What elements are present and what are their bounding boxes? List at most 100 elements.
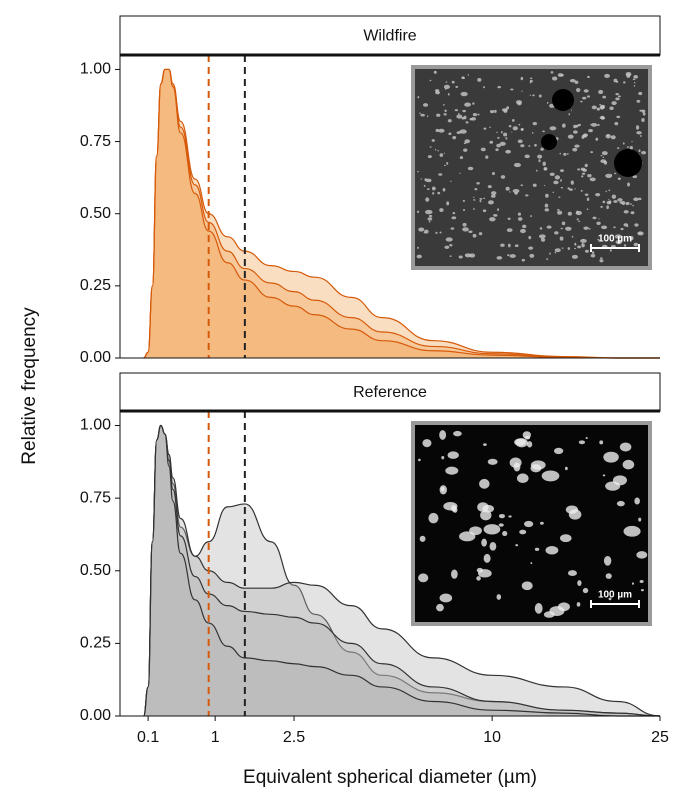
particle <box>517 212 521 216</box>
particle <box>480 510 492 521</box>
particle <box>519 529 527 535</box>
particle <box>603 451 619 463</box>
facet-title: Wildfire <box>363 28 416 45</box>
particle <box>451 216 457 220</box>
particle <box>543 166 548 171</box>
particle <box>491 191 497 196</box>
particle <box>487 200 494 205</box>
particle <box>445 81 448 83</box>
particle <box>554 175 561 180</box>
particle <box>560 73 564 77</box>
particle <box>571 109 572 111</box>
particle <box>560 187 564 189</box>
particle <box>521 258 525 262</box>
particle <box>617 147 620 150</box>
particle <box>619 442 632 452</box>
particle <box>416 210 420 214</box>
particle <box>566 153 569 155</box>
particle <box>433 70 437 74</box>
particle <box>638 197 642 201</box>
particle <box>476 576 481 581</box>
particle <box>462 77 465 80</box>
particle <box>567 211 572 216</box>
particle <box>618 240 622 244</box>
particle <box>438 128 445 133</box>
particle <box>542 161 546 166</box>
x-tick-label: 25 <box>651 729 669 746</box>
particle <box>598 218 600 220</box>
particle <box>545 546 559 555</box>
particle <box>591 105 597 110</box>
x-tick-label: 0.1 <box>137 729 159 746</box>
particle <box>505 137 508 140</box>
particle <box>554 231 559 235</box>
particle <box>483 443 487 447</box>
facet-title: Reference <box>353 384 427 401</box>
particle <box>568 188 573 191</box>
particle <box>472 102 475 105</box>
particle <box>602 474 606 477</box>
particle <box>574 247 577 250</box>
particle <box>636 551 648 559</box>
particle <box>501 108 508 112</box>
y-tick-label: 1.00 <box>80 61 111 78</box>
particle <box>632 175 638 179</box>
particle <box>420 113 425 117</box>
particle <box>586 208 589 211</box>
particle <box>551 76 558 81</box>
particle <box>422 103 429 107</box>
particle <box>428 512 439 524</box>
particle <box>553 447 564 455</box>
particle <box>590 254 596 258</box>
particle <box>458 255 463 259</box>
particle <box>462 109 467 113</box>
particle <box>489 140 494 144</box>
particle <box>554 251 557 254</box>
x-axis-label: Equivalent spherical diameter (µm) <box>243 767 537 788</box>
particle <box>544 184 546 187</box>
particle <box>575 88 581 93</box>
y-tick-label: 0.50 <box>80 562 111 579</box>
particle <box>560 179 562 182</box>
particle <box>439 430 447 440</box>
particle <box>636 99 641 103</box>
particle <box>419 535 426 542</box>
particle <box>581 172 586 175</box>
particle <box>542 130 545 133</box>
particle <box>633 84 636 87</box>
density-area <box>143 425 660 716</box>
particle <box>507 243 511 248</box>
particle <box>597 123 600 127</box>
density-area <box>143 69 660 358</box>
particle <box>549 252 551 255</box>
particle <box>528 235 532 240</box>
particle <box>465 121 469 124</box>
density-area <box>143 69 660 358</box>
x-tick-label: 1 <box>211 729 220 746</box>
particle <box>447 451 459 459</box>
particle <box>639 109 643 112</box>
particle <box>578 220 581 223</box>
particle <box>512 119 515 122</box>
particle <box>511 131 513 133</box>
y-axis-label: Relative frequency <box>19 307 40 465</box>
particle <box>563 152 567 156</box>
particle <box>529 94 531 96</box>
particle <box>557 210 563 215</box>
particle <box>434 187 436 190</box>
y-tick-label: 0.00 <box>80 349 111 366</box>
particle <box>584 249 589 253</box>
particle <box>418 227 425 232</box>
particle <box>629 146 633 150</box>
particle <box>417 95 420 99</box>
particle <box>422 439 432 448</box>
particle <box>538 159 541 163</box>
particle <box>615 80 619 83</box>
particle <box>495 148 499 152</box>
particle <box>559 152 561 155</box>
particle <box>588 129 593 133</box>
particle <box>540 237 546 242</box>
particle <box>540 521 544 525</box>
density-area <box>143 425 660 716</box>
particle <box>639 135 642 137</box>
